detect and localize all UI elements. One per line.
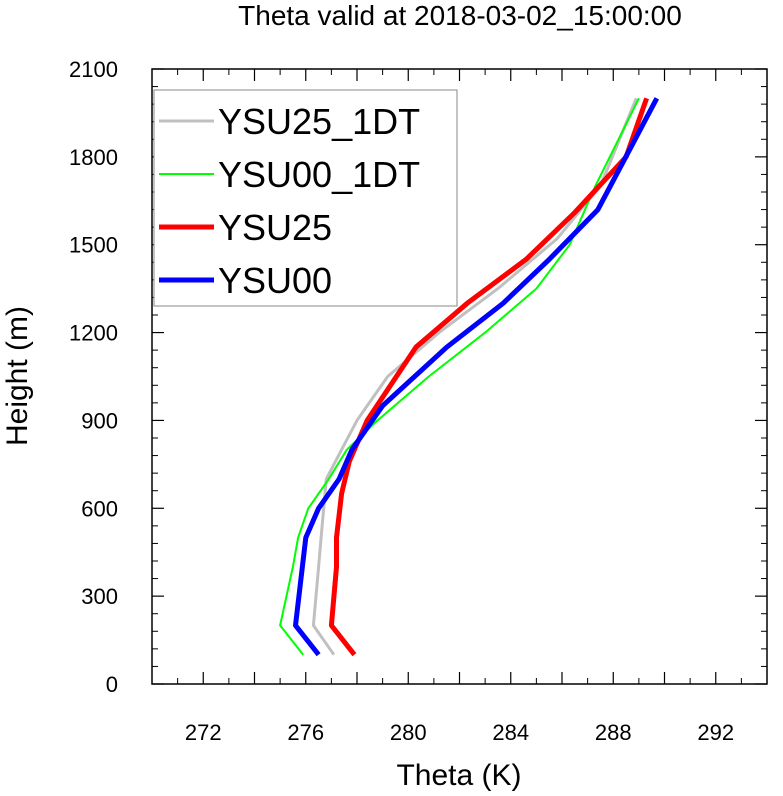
series-line-ysu00: [293, 97, 660, 657]
y-tick-label: 600: [81, 496, 118, 521]
x-axis-label: Theta (K): [396, 759, 521, 792]
legend-label: YSU00_1DT: [218, 154, 420, 195]
y-tick-label: 0: [106, 672, 118, 697]
legend-label: YSU25_1DT: [218, 101, 420, 142]
x-tick-label: 288: [595, 720, 632, 745]
y-tick-label: 1800: [69, 145, 118, 170]
x-tick-label: 272: [185, 720, 222, 745]
chart-title: Theta valid at 2018-03-02_15:00:00: [238, 0, 682, 31]
y-tick-label: 2100: [69, 57, 118, 82]
x-tick-label: 292: [697, 720, 734, 745]
y-axis-label: Height (m): [1, 306, 34, 446]
series-line-ysu25-1dt: [311, 97, 638, 656]
y-tick-label: 1500: [69, 233, 118, 258]
x-tick-label: 280: [390, 720, 427, 745]
x-tick-label: 276: [287, 720, 324, 745]
series-line-ysu25: [328, 97, 649, 657]
y-tick-label: 1200: [69, 321, 118, 346]
y-tick-label: 300: [81, 584, 118, 609]
y-tick-label: 900: [81, 408, 118, 433]
legend-label: YSU25: [218, 207, 332, 248]
plot-frame: [151, 68, 768, 685]
x-tick-label: 284: [492, 720, 529, 745]
legend-box: [153, 89, 458, 307]
legend-label: YSU00: [218, 260, 332, 301]
